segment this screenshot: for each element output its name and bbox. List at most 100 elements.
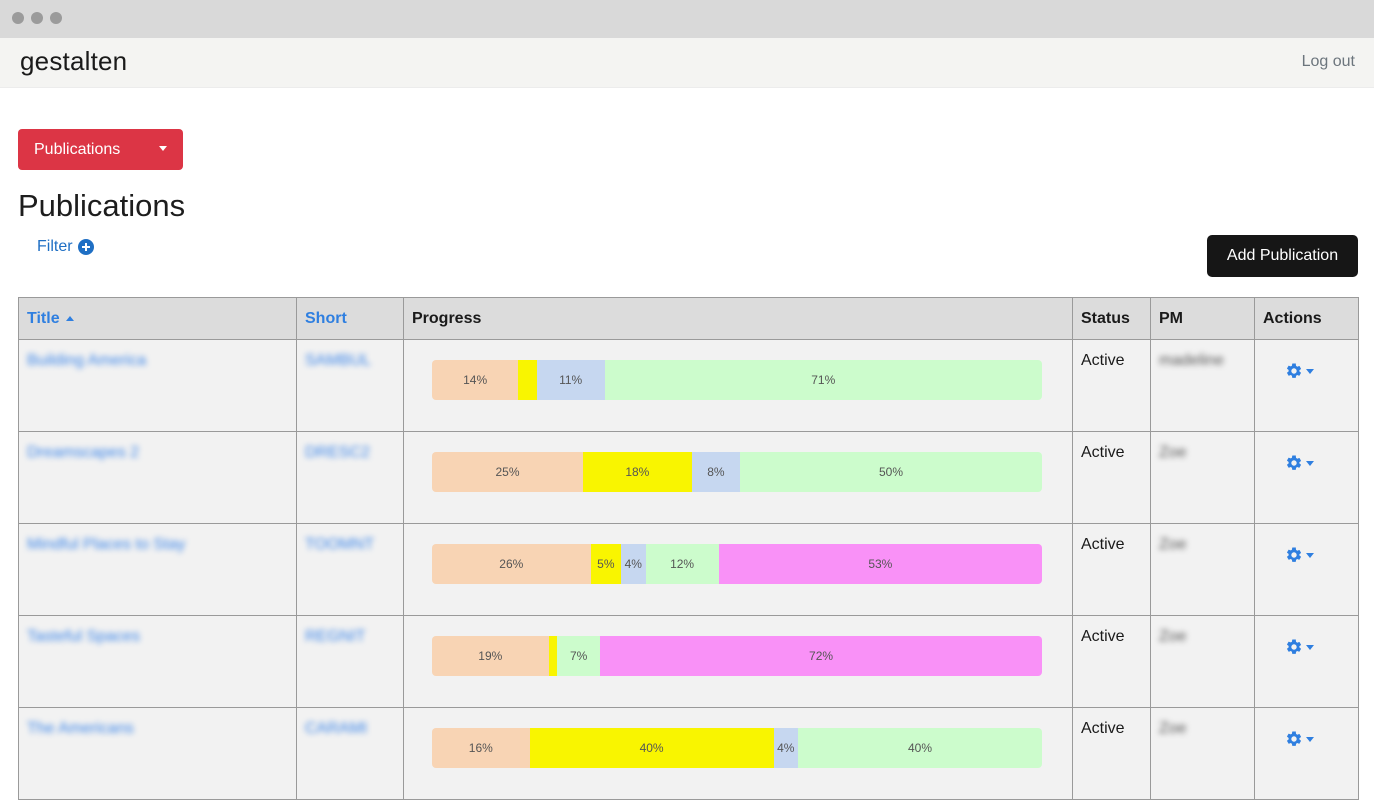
caret-down-icon xyxy=(1306,736,1314,742)
row-actions-menu-button[interactable] xyxy=(1285,454,1314,472)
cell-progress: 25% 18% 8% 50% xyxy=(403,431,1073,524)
window-close-dot[interactable] xyxy=(12,12,24,24)
column-header-progress: Progress xyxy=(403,297,1073,340)
table-header-row: Title Short Progress Status PM Actions xyxy=(18,297,1359,340)
cell-progress: 14% 11% 71% xyxy=(403,339,1073,432)
progress-bar: 25% 18% 8% 50% xyxy=(432,452,1042,492)
progress-segment: 16% xyxy=(432,728,530,768)
cell-title: Tasteful Spaces xyxy=(18,615,297,708)
table-row: The Americans CARAMI 16% 40% 4% 40% Active Zoe xyxy=(18,707,1359,800)
gear-icon xyxy=(1286,639,1302,654)
row-actions-menu-button[interactable] xyxy=(1285,546,1314,564)
logout-link[interactable]: Log out xyxy=(1301,53,1355,70)
progress-segment: 72% xyxy=(600,636,1042,676)
window-titlebar xyxy=(0,0,1374,38)
progress-segment: 53% xyxy=(718,544,1042,584)
cell-short: SAMBUL xyxy=(296,339,404,432)
table-row: Tasteful Spaces REGNIT 19% 7% 72% Active Zoe xyxy=(18,615,1359,708)
progress-segment: 8% xyxy=(691,452,741,492)
cell-pm: madeline xyxy=(1150,339,1255,432)
table-row: Dreamscapes 2 DRESC2 25% 18% 8% 50% Active Zoe xyxy=(18,431,1359,524)
progress-segment: 7% xyxy=(557,636,601,676)
filter-label: Filter xyxy=(37,238,73,255)
gear-icon xyxy=(1286,731,1302,746)
caret-down-icon xyxy=(1306,368,1314,374)
cell-status: Active xyxy=(1072,431,1151,524)
cell-short: DRESC2 xyxy=(296,431,404,524)
column-header-status: Status xyxy=(1072,297,1151,340)
progress-segment: 26% xyxy=(432,544,591,584)
gear-icon xyxy=(1286,363,1302,378)
publication-title-link[interactable]: Dreamscapes 2 xyxy=(27,444,140,461)
gear-icon xyxy=(1286,547,1302,562)
window-minimize-dot[interactable] xyxy=(31,12,43,24)
cell-title: The Americans xyxy=(18,707,297,800)
cell-title: Building America xyxy=(18,339,297,432)
publication-short-link[interactable]: SAMBUL xyxy=(305,352,371,369)
window-zoom-dot[interactable] xyxy=(50,12,62,24)
column-header-short[interactable]: Short xyxy=(296,297,404,340)
pm-name: Zoe xyxy=(1159,444,1187,461)
progress-bar: 19% 7% 72% xyxy=(432,636,1042,676)
cell-title: Dreamscapes 2 xyxy=(18,431,297,524)
status-text: Active xyxy=(1081,444,1125,461)
progress-segment: 25% xyxy=(432,452,583,492)
row-actions-menu-button[interactable] xyxy=(1285,362,1314,380)
row-actions-menu-button[interactable] xyxy=(1285,638,1314,656)
column-header-title[interactable]: Title xyxy=(18,297,297,340)
add-publication-button[interactable]: Add Publication xyxy=(1207,235,1358,277)
publication-short-link[interactable]: REGNIT xyxy=(305,628,366,645)
top-navbar: gestalten Log out xyxy=(0,38,1374,88)
pm-name: madeline xyxy=(1159,352,1224,369)
cell-progress: 19% 7% 72% xyxy=(403,615,1073,708)
progress-bar: 16% 40% 4% 40% xyxy=(432,728,1042,768)
status-text: Active xyxy=(1081,720,1125,737)
cell-pm: Zoe xyxy=(1150,431,1255,524)
table-row: Mindful Places to Stay TOOMNT 26% 5% 4% 12% 53… xyxy=(18,523,1359,616)
cell-pm: Zoe xyxy=(1150,707,1255,800)
cell-actions xyxy=(1254,431,1359,524)
cell-status: Active xyxy=(1072,523,1151,616)
progress-segment: 50% xyxy=(740,452,1042,492)
progress-segment: 40% xyxy=(798,728,1042,768)
progress-segment xyxy=(548,636,558,676)
publication-short-link[interactable]: CARAMI xyxy=(305,720,368,737)
cell-status: Active xyxy=(1072,707,1151,800)
gear-icon xyxy=(1286,455,1302,470)
cell-short: CARAMI xyxy=(296,707,404,800)
progress-segment: 11% xyxy=(536,360,605,400)
filter-link[interactable]: Filter xyxy=(37,238,94,256)
publication-short-link[interactable]: DRESC2 xyxy=(305,444,370,461)
publication-title-link[interactable]: Building America xyxy=(27,352,147,369)
column-header-actions: Actions xyxy=(1254,297,1359,340)
progress-segment xyxy=(518,360,537,400)
publication-title-link[interactable]: Mindful Places to Stay xyxy=(27,536,186,553)
progress-segment: 12% xyxy=(645,544,719,584)
column-header-title-label: Title xyxy=(27,310,60,327)
pm-name: Zoe xyxy=(1159,628,1187,645)
cell-actions xyxy=(1254,707,1359,800)
publication-short-link[interactable]: TOOMNT xyxy=(305,536,375,553)
page-title: Publications xyxy=(18,188,186,223)
progress-segment: 4% xyxy=(621,544,646,584)
caret-down-icon xyxy=(1306,552,1314,558)
progress-segment: 19% xyxy=(432,636,549,676)
progress-segment: 5% xyxy=(590,544,622,584)
status-text: Active xyxy=(1081,628,1125,645)
publications-table: Title Short Progress Status PM Actions B… xyxy=(18,297,1359,800)
column-header-pm: PM xyxy=(1150,297,1255,340)
publications-dropdown-button[interactable]: Publications xyxy=(18,129,183,170)
row-actions-menu-button[interactable] xyxy=(1285,730,1314,748)
publication-title-link[interactable]: Tasteful Spaces xyxy=(27,628,140,645)
progress-bar: 14% 11% 71% xyxy=(432,360,1042,400)
progress-segment: 14% xyxy=(432,360,519,400)
brand-logo[interactable]: gestalten xyxy=(20,46,128,76)
caret-down-icon xyxy=(1306,460,1314,466)
progress-bar: 26% 5% 4% 12% 53% xyxy=(432,544,1042,584)
publication-title-link[interactable]: The Americans xyxy=(27,720,134,737)
cell-status: Active xyxy=(1072,339,1151,432)
caret-down-icon xyxy=(159,146,167,151)
caret-down-icon xyxy=(1306,644,1314,650)
sort-ascending-icon xyxy=(65,316,74,321)
cell-progress: 26% 5% 4% 12% 53% xyxy=(403,523,1073,616)
